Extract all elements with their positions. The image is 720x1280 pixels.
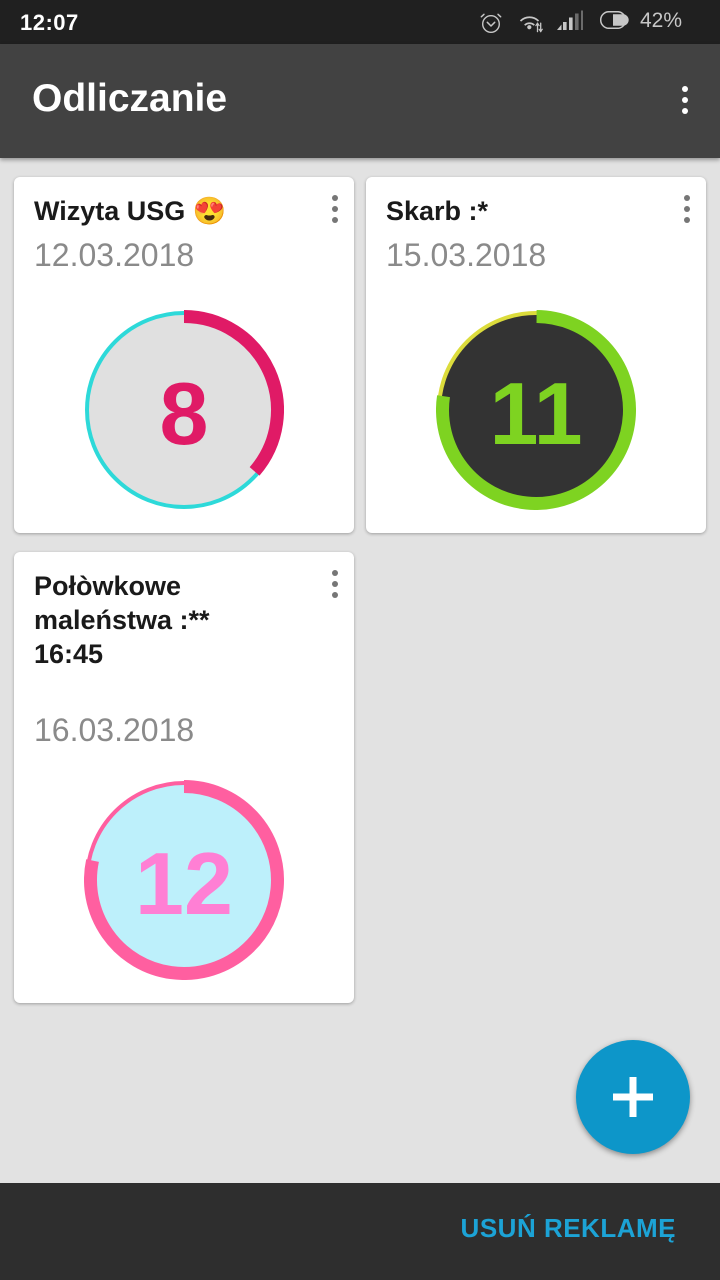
svg-text:11: 11 xyxy=(489,364,582,463)
svg-text:8: 8 xyxy=(160,364,209,463)
svg-text:12: 12 xyxy=(135,834,233,933)
